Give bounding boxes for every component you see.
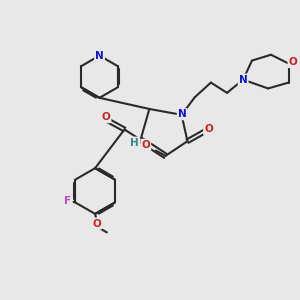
Text: O: O bbox=[204, 124, 213, 134]
Text: F: F bbox=[64, 196, 71, 206]
Text: N: N bbox=[239, 75, 248, 85]
Text: N: N bbox=[95, 51, 104, 61]
Text: H: H bbox=[130, 138, 139, 148]
Text: O: O bbox=[289, 57, 297, 67]
Text: N: N bbox=[178, 109, 187, 119]
Text: O: O bbox=[92, 219, 101, 229]
Text: O: O bbox=[102, 112, 110, 122]
Text: O: O bbox=[141, 140, 150, 150]
